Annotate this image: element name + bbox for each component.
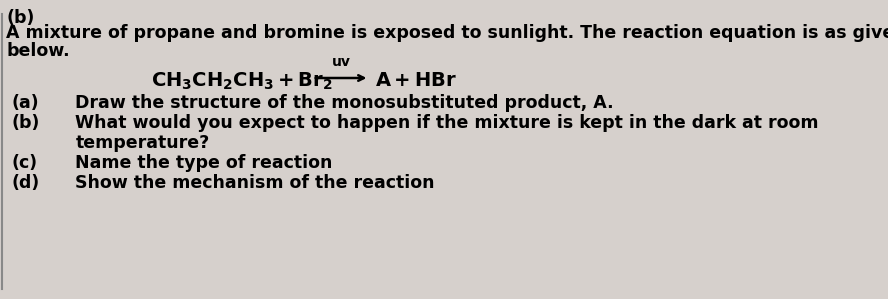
Text: uv: uv: [331, 55, 351, 69]
Text: Show the mechanism of the reaction: Show the mechanism of the reaction: [75, 174, 435, 192]
Text: (c): (c): [12, 154, 37, 172]
Text: (b): (b): [6, 9, 35, 27]
Text: Draw the structure of the monosubstituted product, A.: Draw the structure of the monosubstitute…: [75, 94, 614, 112]
Text: Name the type of reaction: Name the type of reaction: [75, 154, 333, 172]
Text: temperature?: temperature?: [75, 134, 210, 152]
Text: $\mathregular{CH_3CH_2CH_3 + Br_2}$: $\mathregular{CH_3CH_2CH_3 + Br_2}$: [151, 71, 332, 92]
Text: below.: below.: [6, 42, 69, 60]
Text: (a): (a): [12, 94, 39, 112]
Text: $\mathregular{A + HBr}$: $\mathregular{A + HBr}$: [375, 71, 456, 90]
Text: (d): (d): [12, 174, 40, 192]
Text: (b): (b): [12, 114, 40, 132]
Text: A mixture of propane and bromine is exposed to sunlight. The reaction equation i: A mixture of propane and bromine is expo…: [6, 24, 888, 42]
Text: What would you expect to happen if the mixture is kept in the dark at room: What would you expect to happen if the m…: [75, 114, 819, 132]
